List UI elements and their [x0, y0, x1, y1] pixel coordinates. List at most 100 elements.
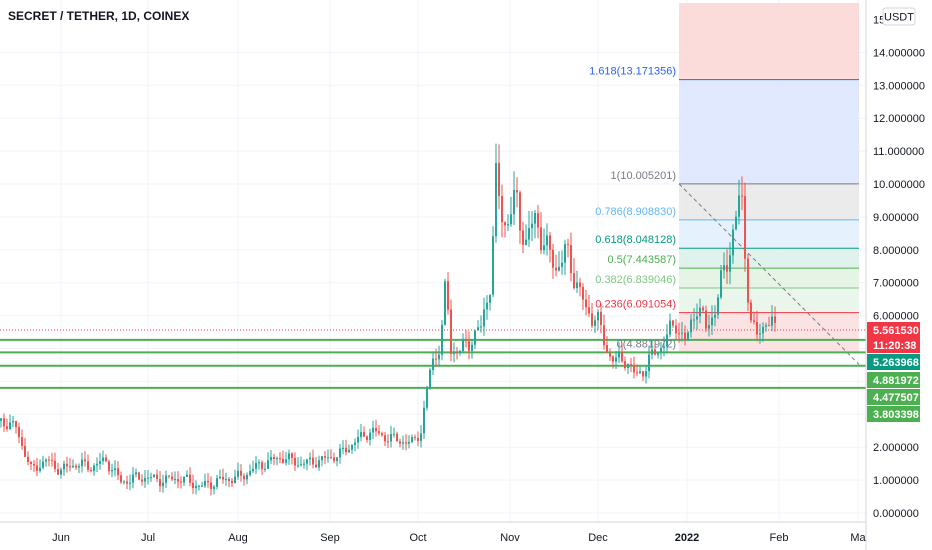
- candle-body: [144, 478, 146, 482]
- candle-body: [759, 333, 761, 335]
- candle-body: [15, 421, 17, 428]
- fib-trend-line[interactable]: [678, 183, 860, 365]
- candle-body: [693, 319, 695, 321]
- candle-body: [585, 299, 587, 308]
- candle-body: [690, 319, 692, 333]
- candle-body: [225, 479, 227, 481]
- price-badge: [867, 354, 920, 370]
- y-tick-label: 2.000000: [873, 442, 919, 454]
- candle-body: [366, 436, 368, 440]
- candle-body: [558, 266, 560, 271]
- fib-zone-top: [679, 3, 859, 80]
- y-tick-label: 13.000000: [873, 80, 925, 92]
- candle-body: [450, 309, 452, 354]
- candle-body: [351, 444, 353, 450]
- candle-body: [330, 457, 332, 459]
- candle-body: [327, 457, 329, 459]
- candle-body: [246, 474, 248, 480]
- price-badge-label: 5.263968: [873, 357, 919, 369]
- candle-body: [255, 463, 257, 469]
- candle-body: [429, 369, 431, 389]
- candle-body: [672, 320, 674, 326]
- candle-body: [633, 364, 635, 373]
- candle-body: [60, 469, 62, 475]
- candle-body: [42, 461, 44, 468]
- x-tick-label: Jul: [141, 532, 155, 544]
- candle-body: [522, 230, 524, 245]
- candle-body: [243, 475, 245, 480]
- price-badge: [867, 337, 920, 353]
- candle-body: [381, 433, 383, 436]
- fib-zone: [679, 268, 859, 288]
- candle-body: [141, 479, 143, 482]
- candle-body: [762, 326, 764, 334]
- candle-body: [441, 324, 443, 355]
- candle-body: [615, 357, 617, 362]
- candle-body: [501, 196, 503, 223]
- candle-body: [33, 464, 35, 466]
- candle-body: [378, 431, 380, 434]
- candle-body: [663, 346, 665, 348]
- candle-body: [486, 302, 488, 310]
- candle-body: [93, 465, 95, 472]
- candle-body: [111, 469, 113, 472]
- candle-body: [438, 354, 440, 360]
- candle-body: [18, 427, 20, 438]
- candle-body: [213, 486, 215, 489]
- candle-body: [681, 332, 683, 334]
- candle-body: [195, 485, 197, 489]
- candle-body: [9, 422, 11, 430]
- candle-body: [369, 432, 371, 440]
- candle-body: [771, 316, 773, 326]
- candle-body: [234, 476, 236, 484]
- candle-body: [147, 477, 149, 479]
- candles: [0, 143, 776, 496]
- candle-body: [300, 464, 302, 466]
- candle-body: [495, 163, 497, 237]
- candle-body: [636, 372, 638, 374]
- candle-body: [432, 358, 434, 370]
- candle-body: [549, 235, 551, 250]
- fib-level-label: 0.786(8.908830): [595, 206, 676, 218]
- candle-body: [684, 332, 686, 341]
- candle-body: [363, 432, 365, 437]
- candle-body: [192, 482, 194, 489]
- candle-body: [168, 475, 170, 477]
- candle-body: [348, 449, 350, 453]
- y-tick-label: 10.000000: [873, 179, 925, 191]
- candle-body: [228, 479, 230, 481]
- candle-body: [342, 447, 344, 449]
- candle-body: [498, 163, 500, 197]
- candle-body: [468, 341, 470, 351]
- candle-body: [741, 195, 743, 197]
- y-tick-label: 6.000000: [873, 311, 919, 323]
- fib-level-label: 0.5(7.443587): [608, 254, 677, 266]
- candle-body: [285, 459, 287, 463]
- candle-body: [435, 358, 437, 360]
- candle-body: [222, 476, 224, 480]
- candle-body: [591, 313, 593, 326]
- candle-body: [186, 474, 188, 477]
- candle-body: [252, 468, 254, 472]
- candle-body: [696, 316, 698, 320]
- candle-body: [447, 281, 449, 310]
- time-axis[interactable]: Jun Jul Aug Sep Oct Nov Dec 2022 Feb Ma: [52, 532, 866, 544]
- candle-body: [750, 302, 752, 321]
- candle-body: [408, 441, 410, 444]
- candle-body: [675, 325, 677, 334]
- currency-button[interactable]: USDT: [882, 7, 916, 26]
- candle-body: [249, 471, 251, 475]
- candle-body: [483, 309, 485, 327]
- candle-body: [270, 457, 272, 461]
- candle-body: [120, 475, 122, 483]
- price-badge-label: 5.561530: [873, 325, 919, 337]
- candle-body: [336, 457, 338, 461]
- candle-body: [702, 307, 704, 311]
- candle-body: [735, 216, 737, 230]
- y-tick-label: 12.000000: [873, 113, 925, 125]
- candle-body: [264, 468, 266, 470]
- candle-body: [765, 325, 767, 327]
- price-axis[interactable]: 0.0000001.0000002.0000003.0000004.000000…: [873, 15, 925, 521]
- candle-body: [747, 258, 749, 303]
